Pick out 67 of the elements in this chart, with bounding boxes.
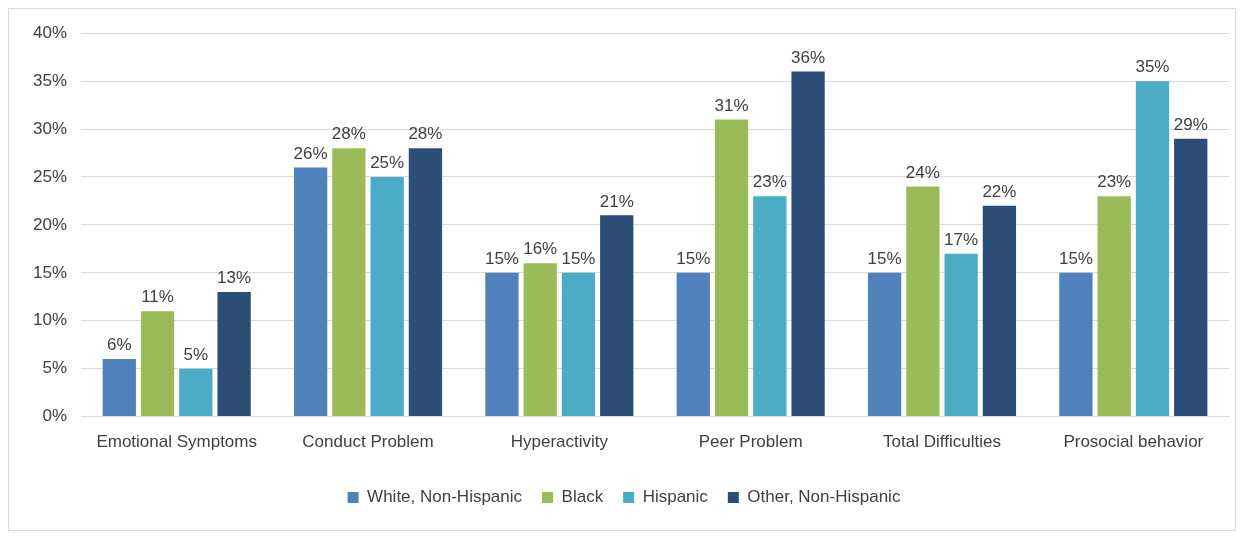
data-label: 25% bbox=[370, 153, 405, 173]
bar bbox=[293, 167, 328, 417]
data-label: 15% bbox=[484, 249, 519, 269]
y-tick-label: 15% bbox=[32, 262, 68, 282]
data-label: 15% bbox=[1058, 249, 1093, 269]
bar bbox=[791, 71, 825, 417]
bar bbox=[485, 272, 519, 417]
bar bbox=[217, 292, 251, 417]
data-label: 16% bbox=[523, 239, 558, 259]
data-label: 11% bbox=[141, 287, 174, 307]
bar bbox=[408, 148, 443, 417]
bar bbox=[1135, 81, 1170, 417]
data-label: 17% bbox=[944, 229, 979, 249]
y-tick-label: 30% bbox=[32, 118, 68, 138]
legend-label: Other, Non-Hispanic bbox=[747, 487, 901, 507]
bar bbox=[753, 196, 787, 417]
y-tick-label: 25% bbox=[32, 166, 68, 186]
bar bbox=[102, 359, 136, 417]
data-label: 23% bbox=[752, 172, 787, 192]
bar bbox=[982, 205, 1017, 417]
data-label: 21% bbox=[599, 191, 634, 211]
data-label: 35% bbox=[1135, 57, 1170, 77]
data-label: 15% bbox=[867, 249, 902, 269]
x-tick-label: Prosocial behavior bbox=[1063, 432, 1204, 452]
legend-label: Hispanic bbox=[642, 487, 709, 507]
data-label: 6% bbox=[107, 335, 132, 355]
bar bbox=[676, 272, 710, 417]
bar bbox=[332, 148, 366, 417]
y-tick-label: 5% bbox=[42, 358, 68, 378]
bar bbox=[370, 176, 404, 417]
legend-label: White, Non-Hispanic bbox=[367, 487, 523, 507]
bar bbox=[140, 311, 175, 417]
y-tick-label: 35% bbox=[32, 70, 68, 90]
data-label: 24% bbox=[905, 162, 940, 182]
bar bbox=[944, 253, 978, 417]
y-tick-label: 10% bbox=[32, 310, 68, 330]
bar bbox=[714, 119, 749, 417]
y-tick-label: 40% bbox=[32, 22, 68, 42]
bar bbox=[561, 272, 596, 417]
y-tick-label: 20% bbox=[32, 214, 68, 234]
data-label: 28% bbox=[331, 124, 366, 144]
bar bbox=[1059, 272, 1093, 417]
x-tick-label: Hyperactivity bbox=[510, 432, 609, 452]
data-label: 23% bbox=[1097, 172, 1132, 192]
data-label: 5% bbox=[183, 344, 209, 364]
bar bbox=[867, 272, 902, 417]
legend-label: Black bbox=[561, 487, 604, 507]
bar bbox=[1097, 196, 1131, 417]
bar bbox=[179, 368, 213, 417]
data-label: 13% bbox=[217, 268, 252, 288]
data-label: 28% bbox=[408, 124, 443, 144]
bar bbox=[600, 215, 634, 417]
x-tick-label: Conduct Problem bbox=[302, 432, 434, 452]
data-label: 29% bbox=[1173, 114, 1208, 134]
x-tick-label: Peer Problem bbox=[698, 432, 803, 452]
bar bbox=[1174, 138, 1208, 417]
x-tick-label: Total Difficulties bbox=[883, 432, 1001, 452]
data-label: 36% bbox=[791, 47, 826, 67]
y-tick-label: 0% bbox=[42, 406, 68, 426]
data-label: 31% bbox=[714, 95, 749, 115]
x-tick-label: Emotional Symptoms bbox=[96, 432, 257, 452]
data-label: 15% bbox=[676, 249, 711, 269]
bar bbox=[906, 186, 940, 417]
bar bbox=[523, 263, 557, 417]
data-label: 15% bbox=[561, 249, 596, 269]
data-label: 22% bbox=[982, 181, 1017, 201]
data-label: 26% bbox=[293, 143, 328, 163]
